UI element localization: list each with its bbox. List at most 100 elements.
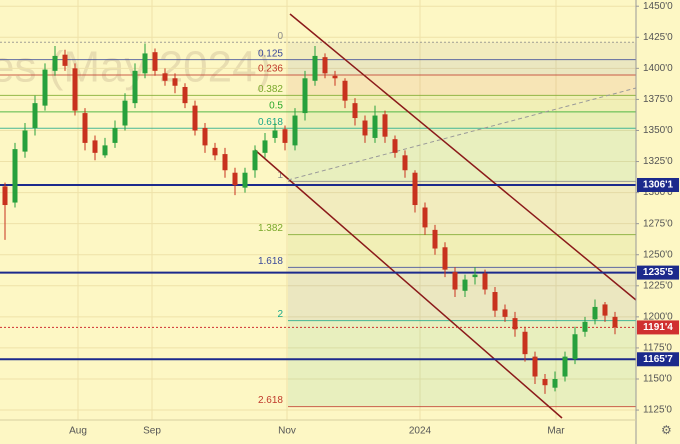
candle-body xyxy=(212,147,218,156)
candle-body xyxy=(132,70,138,104)
candle-body xyxy=(2,186,8,206)
candle-body xyxy=(242,172,248,188)
fib-label: 1.618 xyxy=(258,256,283,267)
candle-body xyxy=(362,120,368,136)
y-tick-label: 1225'0 xyxy=(643,280,673,291)
candle-body xyxy=(232,172,238,186)
channel-mid xyxy=(287,87,637,181)
level-box xyxy=(637,352,679,367)
candle-body xyxy=(112,127,118,143)
candle-body xyxy=(122,100,128,126)
candle-body xyxy=(392,139,398,153)
candle-body xyxy=(92,140,98,153)
candle-body xyxy=(322,57,328,74)
level-label: 1306'1 xyxy=(643,180,674,191)
fib-label: 0.618 xyxy=(258,117,283,128)
candle-body xyxy=(302,78,308,114)
candle-body xyxy=(522,331,528,355)
fib-band xyxy=(288,42,636,60)
last-price-label: 1191'4 xyxy=(643,322,673,333)
candle-body xyxy=(152,52,158,71)
candle-body xyxy=(602,304,608,316)
channel-lower xyxy=(254,149,563,419)
candle-body xyxy=(172,78,178,86)
candle-body xyxy=(452,272,458,290)
candle-body xyxy=(562,356,568,377)
candle-body xyxy=(352,103,358,119)
channel-upper xyxy=(289,13,637,301)
candle-body xyxy=(532,356,538,377)
candle-body xyxy=(262,140,268,153)
x-tick-label: 2024 xyxy=(409,426,432,437)
candle-body xyxy=(252,150,258,171)
candle-body xyxy=(512,318,518,330)
candle-body xyxy=(32,103,38,128)
candle-body xyxy=(142,53,148,74)
candle-body xyxy=(442,247,448,270)
last-price-box xyxy=(637,320,679,335)
candle-body xyxy=(332,75,338,79)
y-tick-label: 1150'0 xyxy=(643,374,672,385)
candle-body xyxy=(482,273,488,290)
fib-label: 2.618 xyxy=(258,395,283,406)
y-tick-label: 1350'0 xyxy=(643,125,673,136)
candle-body xyxy=(272,130,278,138)
candle-body xyxy=(492,292,498,311)
fib-band xyxy=(288,234,636,268)
candle-body xyxy=(472,274,478,278)
fib-band xyxy=(288,267,636,321)
candle-body xyxy=(462,279,468,291)
candle-body xyxy=(422,207,428,228)
candle-body xyxy=(52,55,58,71)
candle-body xyxy=(102,145,108,156)
y-tick-label: 1375'0 xyxy=(643,94,673,105)
candle-body xyxy=(222,154,228,171)
candle-body xyxy=(592,306,598,320)
candle-body xyxy=(72,68,78,111)
fib-label: 0.125 xyxy=(258,48,283,59)
candle-body xyxy=(552,378,558,388)
candle-body xyxy=(382,114,388,137)
candle-body xyxy=(202,127,208,146)
candle-body xyxy=(162,73,168,81)
candle-body xyxy=(192,105,198,131)
fib-band xyxy=(288,320,636,407)
y-tick-label: 1450'0 xyxy=(643,1,673,12)
y-tick-label: 1250'0 xyxy=(643,249,673,260)
y-tick-label: 1425'0 xyxy=(643,32,673,43)
candle-body xyxy=(22,130,28,152)
level-label: 1235'5 xyxy=(643,267,674,278)
x-tick-label: Sep xyxy=(143,426,161,437)
candle-body xyxy=(82,113,88,143)
candle-body xyxy=(502,309,508,317)
fib-label: 0.382 xyxy=(258,84,283,95)
candle-body xyxy=(372,115,378,138)
fib-label: 0.5 xyxy=(269,100,283,111)
candle-body xyxy=(312,55,318,81)
y-tick-label: 1175'0 xyxy=(643,343,672,354)
candle-body xyxy=(282,129,288,143)
candle-body xyxy=(342,80,348,101)
fib-band xyxy=(288,95,636,112)
y-tick-label: 1400'0 xyxy=(643,63,673,74)
plot-layer: 0 0.125 0.236 0.382 0.5 0.618 1 1.382 1.618 2 2.61… xyxy=(0,0,637,420)
y-tick-label: 1325'0 xyxy=(643,156,673,167)
fib-band xyxy=(288,59,636,76)
fib-band xyxy=(288,128,636,182)
y-tick-label: 1200'0 xyxy=(643,312,673,323)
candle-body xyxy=(432,229,438,249)
fib-label: 0 xyxy=(277,31,283,42)
fib-band xyxy=(288,111,636,129)
candle-body xyxy=(542,378,548,386)
candle-body xyxy=(572,334,578,360)
candle-body xyxy=(582,321,588,332)
candle-body xyxy=(182,86,188,104)
candle-body xyxy=(612,316,618,328)
fib-label: 1 xyxy=(277,170,283,181)
level-box xyxy=(637,265,679,280)
candle-body xyxy=(12,149,18,203)
settings-icon[interactable]: ⚙ xyxy=(661,423,672,437)
fib-label: 1.382 xyxy=(258,223,283,234)
candle-body xyxy=(292,115,298,146)
